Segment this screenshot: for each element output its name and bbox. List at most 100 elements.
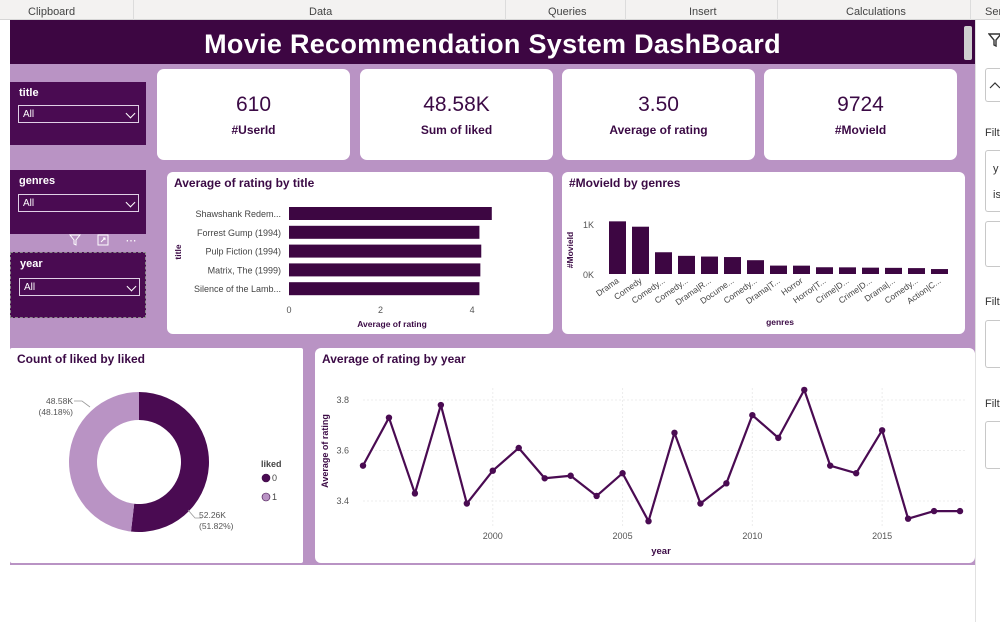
data-point	[671, 429, 678, 437]
bar	[289, 244, 482, 258]
bar	[289, 207, 492, 220]
slicer-year-value: All	[24, 282, 36, 293]
slicer-genres: genres All	[10, 170, 146, 234]
x-tick-label: 2005	[613, 531, 633, 541]
slice-value-label: 52.26K	[199, 510, 226, 520]
ribbon-divider	[777, 0, 778, 20]
filters-pane: Filt y is Filt Filt	[975, 20, 1000, 622]
y-tick-label: 3.6	[336, 446, 349, 456]
data-point	[645, 518, 652, 525]
donut-slice	[130, 392, 210, 532]
legend-label: 0	[272, 473, 277, 483]
canvas-scrollbar[interactable]	[964, 26, 972, 60]
data-point	[619, 470, 626, 477]
y-tick-label: 0K	[583, 270, 594, 280]
kpi-card-sum-liked[interactable]: 48.58K Sum of liked	[360, 69, 553, 160]
filter-card[interactable]	[985, 421, 1000, 469]
slicer-year-dropdown[interactable]: All	[19, 278, 140, 296]
chart-title: Average of rating by title	[174, 176, 315, 190]
bar	[770, 265, 787, 274]
kpi-card-avg-rating[interactable]: 3.50 Average of rating	[562, 69, 755, 160]
x-tick-label: 2015	[872, 531, 892, 541]
data-point	[515, 444, 522, 452]
ribbon-group-clipboard[interactable]: Clipboard	[28, 6, 76, 18]
x-axis-title: year	[651, 546, 671, 557]
bar	[908, 268, 925, 274]
bar	[885, 267, 902, 274]
expand-button[interactable]	[985, 68, 1000, 102]
data-point	[930, 507, 938, 515]
slicer-genres-label: genres	[19, 175, 56, 187]
x-axis-title: genres	[766, 317, 794, 327]
ribbon-divider	[505, 0, 506, 20]
chart-title: Count of liked by liked	[17, 352, 146, 366]
legend-marker	[261, 473, 271, 483]
data-point	[567, 472, 574, 479]
y-tick-label: 1K	[583, 220, 594, 230]
data-point	[801, 386, 808, 394]
kpi-label: Sum of liked	[420, 123, 493, 137]
category-label: Matrix, The (1999)	[208, 265, 281, 275]
dashboard-title: Movie Recommendation System DashBoard	[204, 29, 781, 59]
filter-card[interactable]: y is	[985, 150, 1000, 212]
filter-card[interactable]	[985, 320, 1000, 368]
kpi-card-movieid[interactable]: 9724 #MovieId	[764, 69, 957, 160]
bar	[839, 267, 856, 274]
legend-title: liked	[261, 459, 282, 469]
x-tick-label: 2010	[742, 531, 762, 541]
ribbon-group-data[interactable]: Data	[309, 6, 333, 18]
ribbon-group-insert[interactable]: Insert	[689, 6, 717, 18]
chart-movieid-by-genres[interactable]: #MovieId by genres 1K 0K #MovieId Drama Come…	[562, 172, 965, 334]
filter-card[interactable]	[985, 221, 1000, 267]
bar	[793, 265, 810, 274]
chevron-up-icon	[989, 82, 1000, 89]
data-point	[463, 500, 471, 507]
chart-rating-by-year[interactable]: Average of rating by year 3.8 3.6 3.4 2000 2…	[315, 348, 975, 563]
y-axis-title: #MovieId	[565, 232, 575, 268]
x-axis-title: Average of rating	[357, 319, 427, 329]
more-options-icon[interactable]: ⋯	[125, 235, 137, 247]
x-tick-label: 2000	[483, 531, 503, 541]
chevron-down-icon	[125, 108, 136, 119]
y-tick-label: 3.4	[336, 496, 349, 506]
x-tick-label: 0	[286, 305, 291, 315]
report-canvas: Movie Recommendation System DashBoard ti…	[10, 20, 975, 565]
filter-funnel-icon[interactable]	[987, 33, 1000, 52]
x-tick-label: 2	[378, 305, 383, 315]
chart-liked-donut[interactable]: Count of liked by liked 52.26K (51.82%) 48…	[10, 348, 303, 563]
ribbon-group-ser[interactable]: Ser	[985, 6, 1000, 18]
ribbon-group-queries[interactable]: Queries	[548, 6, 587, 18]
data-point	[956, 507, 964, 515]
category-label: Shawshank Redem...	[195, 209, 281, 219]
ribbon-group-calculations[interactable]: Calculations	[846, 6, 906, 18]
slicer-genres-value: All	[23, 198, 35, 209]
chart-rating-by-title[interactable]: Average of rating by title Shawshank Red…	[167, 172, 553, 334]
slicer-title-dropdown[interactable]: All	[18, 105, 139, 123]
slicer-genres-dropdown[interactable]: All	[18, 194, 139, 212]
data-point	[723, 480, 730, 487]
category-label: Silence of the Lamb...	[194, 284, 281, 294]
filter-icon[interactable]	[68, 234, 82, 248]
data-point	[775, 434, 782, 442]
data-point	[697, 500, 704, 507]
bar	[724, 257, 741, 274]
visual-header-toolbar: ⋯	[62, 234, 146, 250]
data-point	[437, 401, 445, 409]
data-point	[827, 462, 834, 469]
chart-title: #MovieId by genres	[569, 176, 681, 190]
kpi-card-userid[interactable]: 610 #UserId	[157, 69, 350, 160]
movieid-by-genres-plot: 1K0K#MovieIdDramaComedyComedy...Comedy..…	[565, 220, 948, 327]
kpi-label: #MovieId	[834, 123, 887, 137]
bar	[701, 256, 718, 274]
bar	[655, 252, 672, 274]
category-label: Pulp Fiction (1994)	[205, 247, 281, 257]
ribbon-divider	[133, 0, 134, 20]
title-banner: Movie Recommendation System DashBoard	[10, 20, 975, 64]
ribbon: Clipboard Data Queries Insert Calculatio…	[0, 0, 1000, 20]
chevron-down-icon	[126, 281, 137, 292]
slice-pct-label: (51.82%)	[199, 521, 234, 531]
data-point	[904, 515, 912, 522]
slicer-title-value: All	[23, 109, 35, 120]
focus-mode-icon[interactable]	[96, 234, 110, 248]
x-tick-label: 4	[470, 305, 475, 315]
